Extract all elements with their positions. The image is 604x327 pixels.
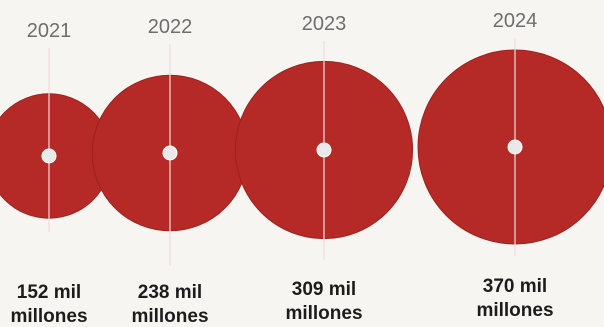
value-label-line: millones: [476, 300, 553, 321]
value-label-line: millones: [131, 306, 208, 327]
year-label-2023: 2023: [302, 13, 347, 35]
value-label-line: millones: [285, 303, 362, 324]
value-label-2023: 309 mil millones: [285, 279, 362, 324]
year-label-2024: 2024: [493, 10, 538, 32]
year-label-2022: 2022: [148, 16, 193, 38]
value-label-line: millones: [10, 306, 87, 327]
bubble-center-dot-2023: [316, 142, 332, 158]
value-label-2022: 238 mil millones: [131, 282, 208, 327]
bubble-center-dot-2021: [41, 148, 57, 164]
value-label-line: 238 mil: [138, 282, 202, 303]
bubble-center-dot-2024: [507, 139, 523, 155]
value-label-2021: 152 mil millones: [10, 282, 87, 327]
value-label-line: 152 mil: [17, 282, 81, 303]
bubble-center-dot-2022: [162, 145, 178, 161]
value-label-2024: 370 mil millones: [476, 276, 553, 321]
value-label-line: 370 mil: [483, 276, 547, 297]
value-label-line: 309 mil: [292, 279, 356, 300]
year-label-2021: 2021: [27, 20, 72, 42]
